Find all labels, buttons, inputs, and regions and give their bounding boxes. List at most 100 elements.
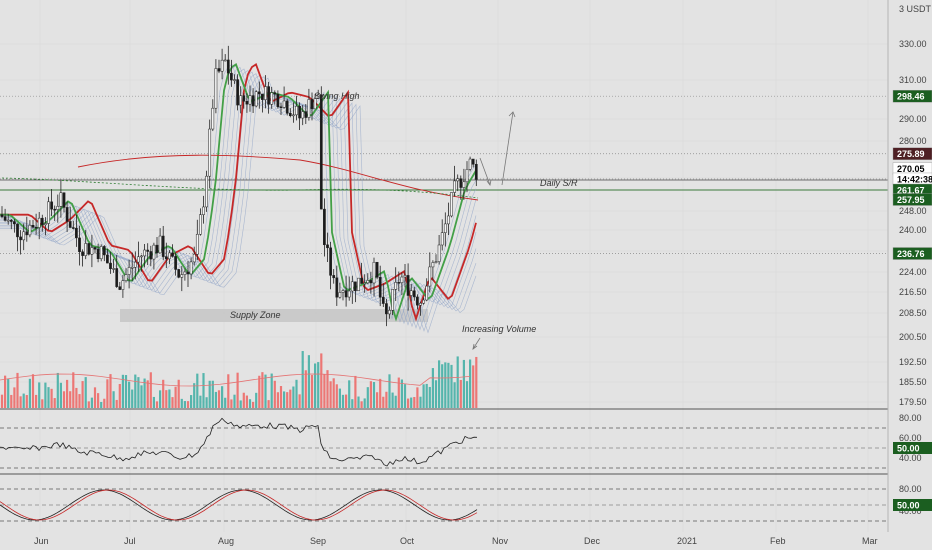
volume-bar bbox=[462, 359, 465, 408]
volume-ma-line bbox=[0, 373, 471, 387]
candle-body bbox=[440, 232, 444, 246]
volume-bar bbox=[341, 394, 345, 408]
volume-bar bbox=[177, 379, 180, 408]
volume-bar bbox=[224, 397, 227, 408]
volume-bar bbox=[0, 394, 4, 408]
volume-bar bbox=[453, 382, 456, 408]
volume-bar bbox=[267, 400, 270, 408]
volume-bar bbox=[109, 374, 112, 408]
volume-bar bbox=[44, 382, 47, 408]
volume-bar bbox=[196, 373, 199, 408]
osc-tag bbox=[893, 499, 932, 511]
volume-bar bbox=[438, 360, 441, 408]
candle-body bbox=[335, 277, 339, 298]
ma-green-line bbox=[0, 63, 477, 322]
candle-body bbox=[254, 91, 258, 107]
volume-bar bbox=[410, 397, 413, 408]
volume-bar bbox=[345, 394, 348, 408]
volume-bar bbox=[25, 395, 28, 408]
volume-bar bbox=[56, 372, 59, 408]
price-tag-label: 275.89 bbox=[897, 149, 925, 159]
volume-bar bbox=[53, 398, 56, 408]
candle-body bbox=[183, 271, 187, 275]
price-tag-label: 270.05 bbox=[897, 164, 925, 174]
candle-body bbox=[195, 234, 199, 255]
volume-bar bbox=[118, 383, 121, 408]
volume-bar bbox=[146, 380, 149, 408]
volume-bar bbox=[59, 382, 62, 408]
candle-body bbox=[409, 290, 413, 296]
candle-body bbox=[456, 178, 460, 182]
candle-body bbox=[44, 223, 47, 226]
candle-body bbox=[307, 99, 311, 118]
volume-bar bbox=[276, 392, 279, 408]
volume-bar bbox=[323, 374, 326, 408]
volume-bar bbox=[416, 387, 419, 408]
volume-bar bbox=[233, 394, 236, 408]
candle-body bbox=[102, 246, 106, 256]
candle-body bbox=[360, 277, 363, 284]
volume-bar bbox=[22, 393, 25, 408]
y-tick-label: 280.00 bbox=[899, 136, 927, 146]
candle-body bbox=[372, 261, 376, 284]
volume-bar bbox=[419, 396, 422, 408]
candle-body bbox=[3, 216, 7, 221]
volume-bar bbox=[382, 396, 385, 408]
volume-bar bbox=[301, 351, 304, 408]
y-tick-label: 248.00 bbox=[899, 206, 927, 216]
candle-body bbox=[118, 286, 122, 290]
price-tag-label: 236.76 bbox=[897, 249, 925, 259]
price-tag bbox=[892, 147, 932, 160]
y-tick-label: 208.50 bbox=[899, 308, 927, 318]
candle-body bbox=[292, 114, 295, 117]
volume-bar bbox=[72, 372, 75, 408]
candle-body bbox=[267, 86, 270, 105]
candle-body bbox=[47, 201, 50, 224]
candle-body bbox=[381, 296, 385, 304]
candle-body bbox=[462, 181, 466, 188]
volume-bar bbox=[307, 355, 310, 408]
volume-bar bbox=[394, 395, 397, 408]
candle-body bbox=[87, 243, 91, 255]
volume-bar bbox=[338, 388, 341, 408]
candle-body bbox=[391, 289, 394, 311]
volume-bar bbox=[149, 372, 152, 408]
volume-bar bbox=[13, 387, 16, 408]
x-tick-label: Sep bbox=[310, 536, 326, 546]
osc-tag bbox=[893, 442, 932, 454]
candle-body bbox=[354, 281, 357, 291]
candle-body bbox=[121, 280, 125, 290]
candle-body bbox=[443, 223, 447, 233]
candle-body bbox=[412, 290, 416, 298]
candle-body bbox=[295, 105, 298, 116]
oscillator-panes bbox=[0, 408, 888, 522]
volume-bar bbox=[422, 384, 425, 408]
volume-bar bbox=[434, 380, 438, 408]
volume-bar bbox=[208, 380, 211, 408]
candle-body bbox=[149, 251, 153, 260]
candle-body bbox=[192, 253, 196, 263]
candle-body bbox=[171, 252, 174, 257]
volume-bar bbox=[407, 398, 410, 408]
candle-body bbox=[140, 255, 143, 258]
candle-body bbox=[434, 261, 438, 263]
candle-body bbox=[25, 231, 29, 236]
volume-bar bbox=[400, 379, 403, 408]
volume-bar bbox=[239, 400, 242, 408]
volume-bar bbox=[140, 385, 143, 408]
volume-bar bbox=[472, 365, 475, 408]
candle-body bbox=[177, 269, 181, 278]
volume-bar bbox=[388, 374, 391, 408]
candle-body bbox=[453, 180, 456, 193]
volume-bar bbox=[236, 372, 239, 408]
volume-bar bbox=[62, 391, 66, 408]
volume-bar bbox=[165, 390, 168, 408]
volume-bar bbox=[447, 362, 450, 408]
candle-body bbox=[217, 68, 221, 72]
candle-body bbox=[242, 95, 246, 102]
volume-bar bbox=[199, 395, 202, 408]
y-tick-label: 179.50 bbox=[899, 397, 927, 407]
volume-bar bbox=[413, 397, 416, 408]
volume-bar bbox=[97, 393, 100, 408]
